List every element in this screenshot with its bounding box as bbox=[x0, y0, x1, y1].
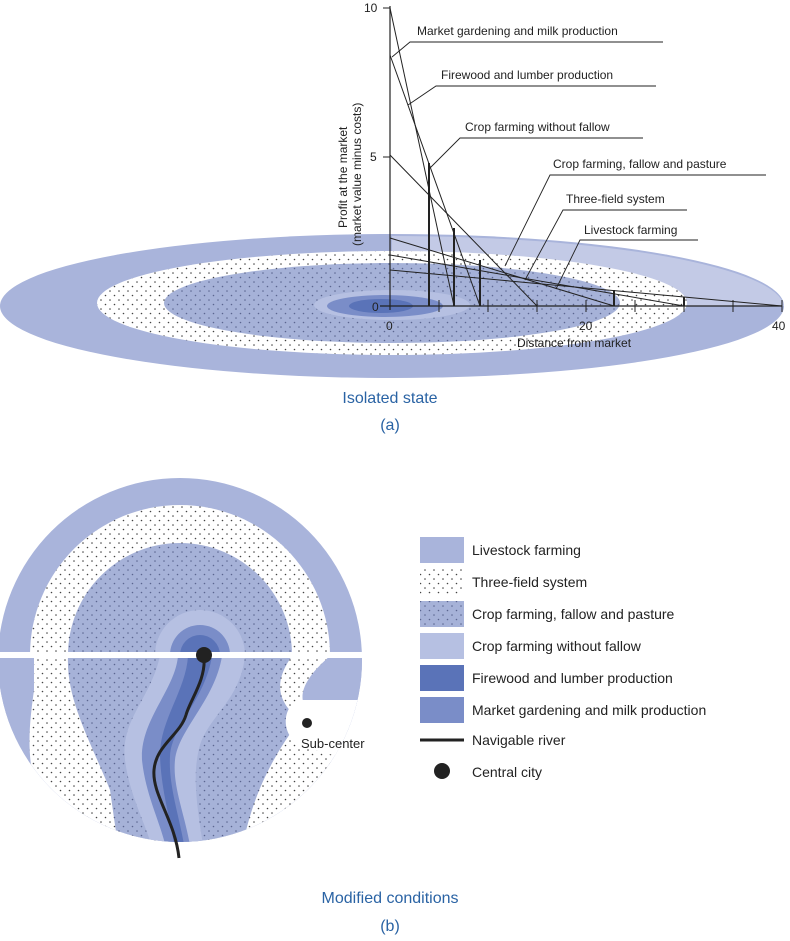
firewood-line bbox=[389, 54, 481, 307]
legend-label: Firewood and lumber production bbox=[472, 670, 673, 686]
y-tick-5: 5 bbox=[370, 150, 377, 164]
swatch-livestock bbox=[420, 537, 464, 563]
x-tick-40: 40 bbox=[772, 319, 786, 333]
legend: Livestock farming Three-field system Cro… bbox=[420, 537, 706, 780]
y-axis-label-line2: (market value minus costs) bbox=[350, 103, 364, 246]
legend-label: Central city bbox=[472, 764, 542, 780]
swatch-firewood bbox=[420, 665, 464, 691]
x-tick-20: 20 bbox=[579, 319, 593, 333]
callout-leaders bbox=[391, 41, 766, 290]
subcenter-label: Sub-center bbox=[301, 736, 365, 751]
label-crop-fallow-pasture: Crop farming, fallow and pasture bbox=[553, 157, 727, 171]
x-tick-0: 0 bbox=[386, 319, 393, 333]
caption-modified-conditions: Modified conditions bbox=[322, 890, 459, 907]
navigable-river bbox=[152, 656, 206, 859]
legend-label: Three-field system bbox=[472, 574, 587, 590]
zone-ellipses bbox=[0, 234, 784, 378]
three-field-line bbox=[389, 254, 685, 307]
isolated-state-diagram: Market gardening and milk production Fir… bbox=[0, 1, 786, 434]
swatch-crop-fallow bbox=[420, 601, 464, 627]
caption-isolated-state: Isolated state bbox=[342, 390, 437, 407]
caption-a: (a) bbox=[380, 417, 400, 434]
profit-lines bbox=[389, 7, 783, 307]
label-market-gardening: Market gardening and milk production bbox=[417, 24, 618, 38]
legend-label: Market gardening and milk production bbox=[472, 702, 706, 718]
swatch-market-gardening bbox=[420, 697, 464, 723]
subcenter-dot bbox=[302, 718, 312, 728]
x-axis-label: Distance from market bbox=[517, 336, 632, 350]
modified-conditions-map: Sub-center Modified conditions (b) bbox=[0, 478, 459, 935]
legend-label: Livestock farming bbox=[472, 542, 581, 558]
label-livestock: Livestock farming bbox=[584, 223, 677, 237]
label-firewood: Firewood and lumber production bbox=[441, 68, 613, 82]
y-tick-0: 0 bbox=[372, 300, 379, 314]
intersection-drop-lines bbox=[428, 163, 685, 306]
lower-firewood bbox=[141, 656, 222, 842]
label-three-field: Three-field system bbox=[566, 192, 665, 206]
central-city-dot bbox=[196, 647, 212, 663]
y-tick-10: 10 bbox=[364, 1, 378, 15]
label-crop-no-fallow: Crop farming without fallow bbox=[465, 120, 610, 134]
market-gardening-line bbox=[389, 7, 455, 307]
y-axis-label-line1: Profit at the market bbox=[336, 126, 350, 228]
profit-axes bbox=[380, 6, 782, 310]
caption-b: (b) bbox=[380, 918, 400, 935]
legend-label: Navigable river bbox=[472, 732, 566, 748]
crop-fallow-line bbox=[389, 237, 615, 307]
swatch-crop-no-fallow bbox=[420, 633, 464, 659]
legend-label: Crop farming without fallow bbox=[472, 638, 642, 654]
swatch-three-field bbox=[420, 569, 464, 595]
city-dot-icon bbox=[434, 763, 450, 779]
lower-market bbox=[160, 656, 212, 842]
livestock-line bbox=[389, 269, 783, 307]
legend-label: Crop farming, fallow and pasture bbox=[472, 606, 675, 622]
